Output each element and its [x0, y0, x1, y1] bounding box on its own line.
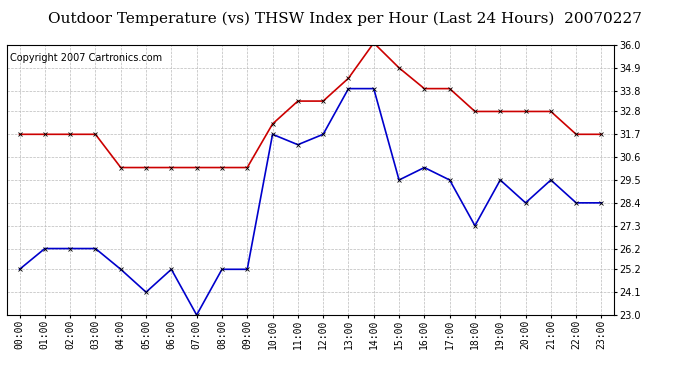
Text: Outdoor Temperature (vs) THSW Index per Hour (Last 24 Hours)  20070227: Outdoor Temperature (vs) THSW Index per … [48, 11, 642, 26]
Text: Copyright 2007 Cartronics.com: Copyright 2007 Cartronics.com [10, 53, 162, 63]
